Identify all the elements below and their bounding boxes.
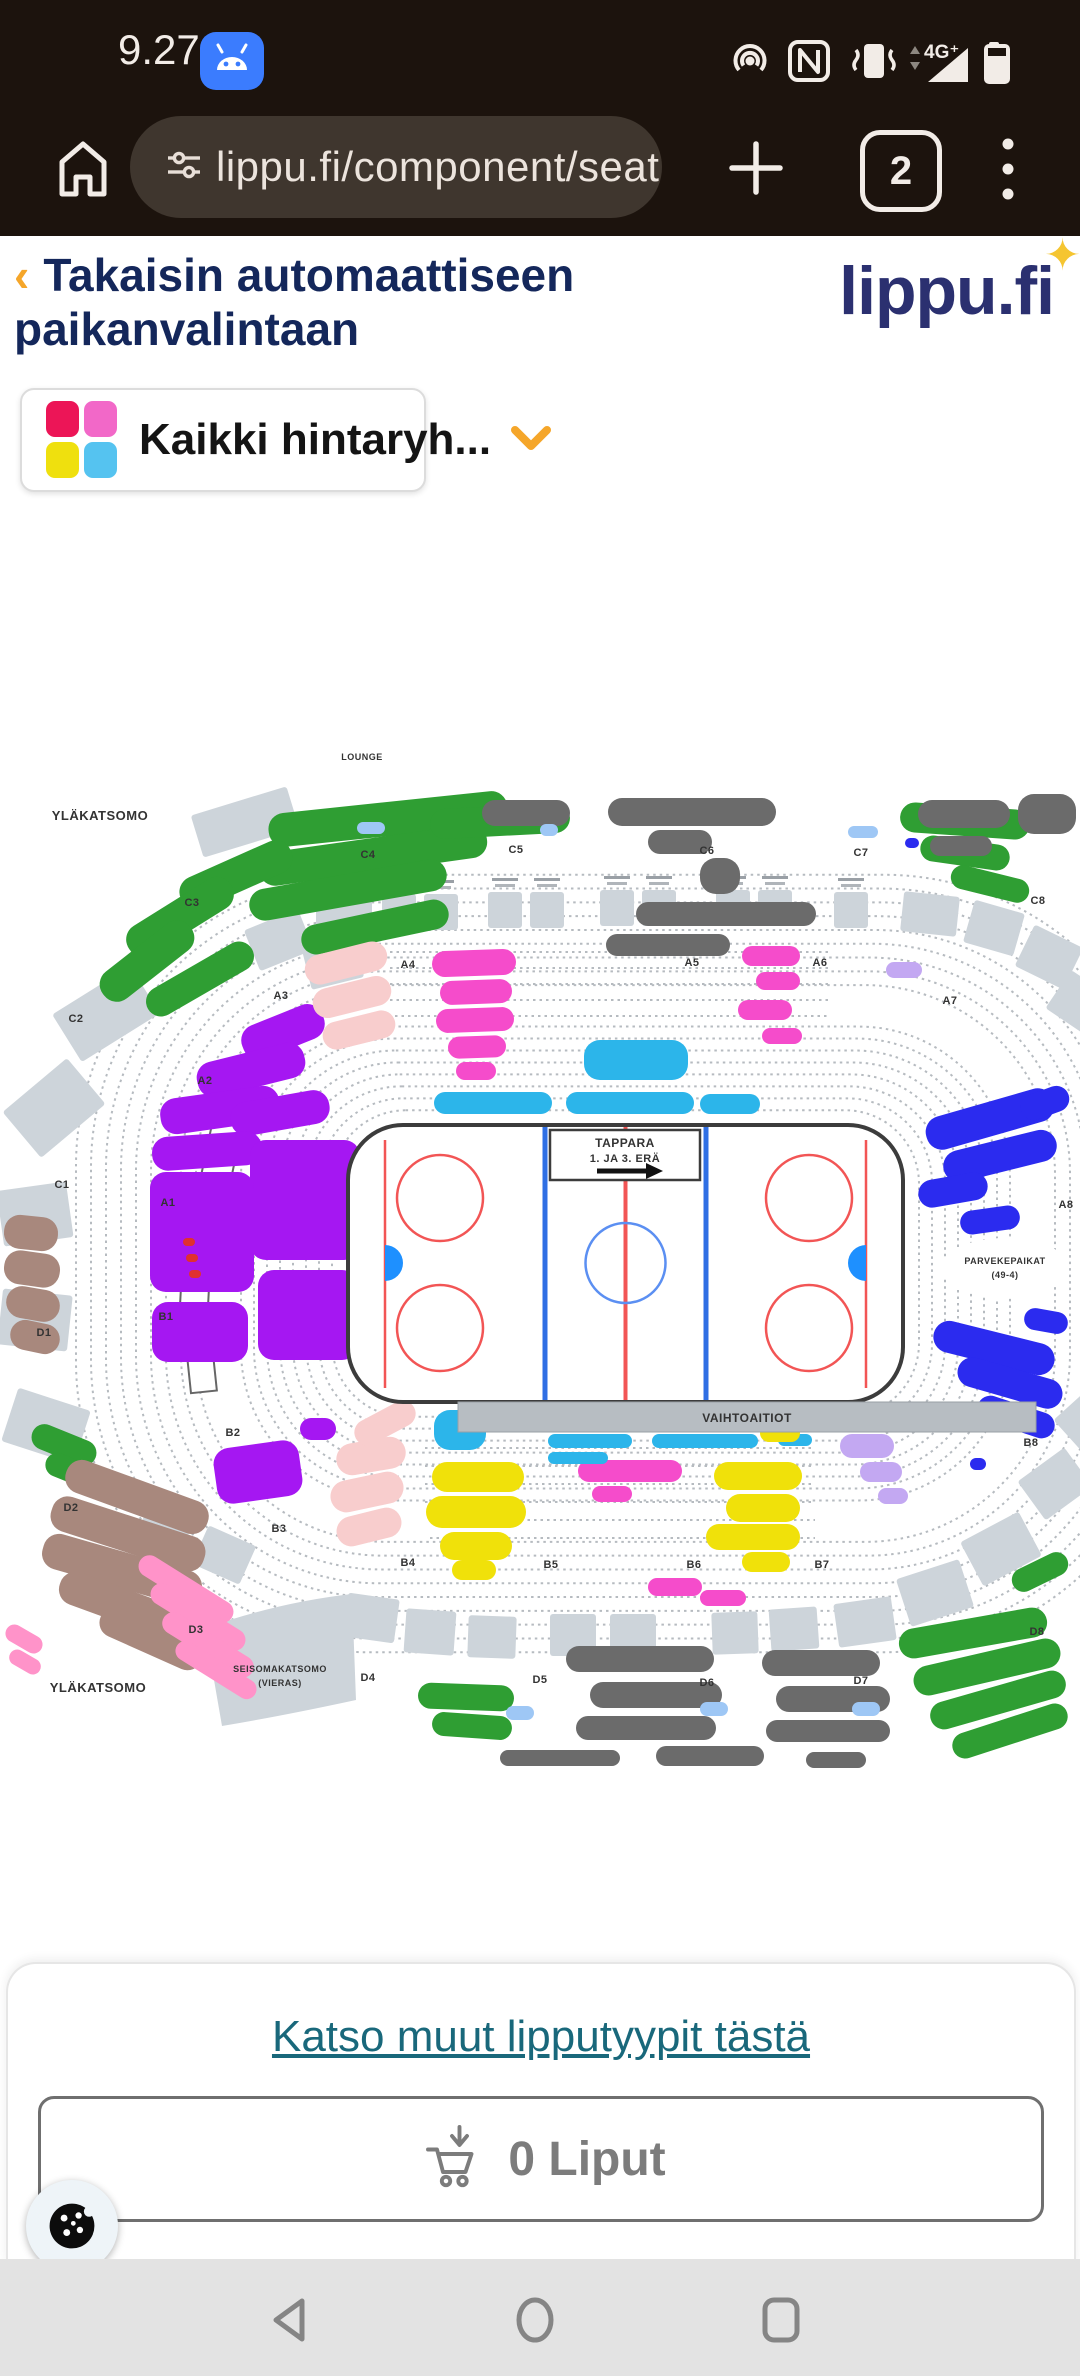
- svg-text:D5: D5: [532, 1674, 547, 1686]
- svg-text:B5: B5: [543, 1559, 558, 1571]
- svg-text:B3: B3: [271, 1523, 286, 1535]
- svg-text:A1: A1: [160, 1197, 175, 1209]
- svg-text:A6: A6: [812, 957, 827, 969]
- price-groups-icon: [46, 401, 117, 479]
- svg-text:C5: C5: [508, 844, 523, 856]
- svg-text:4G⁺: 4G⁺: [924, 42, 959, 63]
- hotspot-icon: [733, 44, 767, 72]
- back-chevron-icon: ‹: [14, 249, 30, 301]
- nav-back-icon[interactable]: [266, 2295, 312, 2350]
- svg-text:C7: C7: [853, 847, 868, 859]
- svg-text:A3: A3: [273, 990, 288, 1002]
- svg-text:D8: D8: [1029, 1626, 1044, 1638]
- goal-crease-left: [385, 1245, 403, 1281]
- cart-count-label: 0 Liput: [508, 2132, 666, 2186]
- tab-count: 2: [889, 148, 913, 193]
- logo-sparkle-icon: ✦: [1044, 231, 1080, 280]
- svg-text:C4: C4: [360, 849, 375, 861]
- back-label: Takaisin automaattiseen paikanvalintaan: [14, 249, 575, 356]
- new-tab-button[interactable]: [724, 136, 788, 205]
- seat-cluster-lavender[interactable]: [840, 962, 922, 1504]
- svg-text:B6: B6: [686, 1559, 701, 1571]
- svg-text:D7: D7: [853, 1675, 868, 1687]
- chevron-down-icon: [509, 424, 553, 457]
- browser-menu-button[interactable]: [1000, 136, 1016, 207]
- svg-text:PARVEKEPAIKAT: PARVEKEPAIKAT: [964, 1256, 1045, 1266]
- price-group-label: Kaikki hintaryh...: [139, 415, 492, 464]
- svg-text:LOUNGE: LOUNGE: [341, 752, 383, 762]
- tab-switcher-button[interactable]: 2: [860, 130, 942, 212]
- seat-cluster-magenta[interactable]: [432, 946, 802, 1606]
- cookie-settings-button[interactable]: [26, 2180, 118, 2272]
- svg-text:B2: B2: [225, 1427, 240, 1439]
- svg-text:D2: D2: [63, 1502, 78, 1514]
- svg-text:C8: C8: [1030, 895, 1045, 907]
- network-4g-icon: 4G⁺: [910, 42, 968, 82]
- url-text: lippu.fi/component/seat: [216, 143, 660, 190]
- svg-text:B7: B7: [814, 1559, 829, 1571]
- svg-text:(49-4): (49-4): [991, 1270, 1018, 1280]
- team-benches-bar: [457, 1401, 1037, 1433]
- status-time: 9.27: [118, 26, 200, 73]
- cart-icon: [416, 2124, 482, 2195]
- svg-text:B1: B1: [158, 1311, 173, 1323]
- ice-rink: [346, 1123, 1037, 1433]
- svg-text:A2: A2: [197, 1075, 212, 1087]
- svg-text:B4: B4: [400, 1557, 415, 1569]
- seat-cluster-lightblue[interactable]: [357, 822, 880, 1720]
- seat-cluster-redseat[interactable]: [183, 1238, 201, 1278]
- svg-text:TAPPARA: TAPPARA: [595, 1136, 655, 1150]
- svg-text:C2: C2: [68, 1013, 83, 1025]
- nfc-icon: [788, 40, 830, 82]
- seat-cluster-pink[interactable]: [2, 1551, 260, 1703]
- android-notification-icon: [200, 32, 264, 95]
- svg-text:C3: C3: [184, 897, 199, 909]
- android-nav-bar: [0, 2259, 1080, 2376]
- seat-clusters[interactable]: [2, 790, 1076, 1768]
- svg-text:A7: A7: [942, 995, 957, 1007]
- price-group-dropdown[interactable]: Kaikki hintaryh...: [20, 388, 552, 492]
- other-ticket-types-link[interactable]: Katso muut lipputyypit tästä: [271, 2012, 811, 2061]
- direction-arrow-icon: [597, 1163, 663, 1179]
- svg-text:D3: D3: [188, 1624, 203, 1636]
- svg-text:C1: C1: [54, 1179, 69, 1191]
- goal-crease-right: [848, 1245, 866, 1281]
- cart-button[interactable]: 0 Liput: [38, 2096, 1044, 2222]
- seat-cluster-darkseat[interactable]: [482, 794, 1076, 1768]
- svg-text:YLÄKATSOMO: YLÄKATSOMO: [52, 808, 148, 823]
- svg-text:YLÄKATSOMO: YLÄKATSOMO: [50, 1680, 146, 1695]
- svg-text:D4: D4: [360, 1672, 375, 1684]
- site-settings-icon[interactable]: [166, 149, 202, 186]
- url-bar[interactable]: lippu.fi/component/seat: [130, 116, 662, 218]
- lippufi-logo: lippu.fi ✦: [839, 231, 1080, 329]
- svg-text:A4: A4: [400, 959, 415, 971]
- svg-text:B8: B8: [1023, 1437, 1038, 1449]
- seat-cluster-yellow[interactable]: [426, 1424, 802, 1580]
- svg-text:SEISOMAKATSOMO: SEISOMAKATSOMO: [233, 1664, 327, 1674]
- svg-text:1. JA 3. ERÄ: 1. JA 3. ERÄ: [590, 1152, 660, 1165]
- svg-text:D1: D1: [36, 1327, 51, 1339]
- svg-text:D6: D6: [699, 1677, 714, 1689]
- svg-text:VAIHTOAITIOT: VAIHTOAITIOT: [702, 1411, 792, 1425]
- section-labels: YLÄKATSOMO YLÄKATSOMO LOUNGE C1 C2 C3 C4 C5 C6 C7…: [36, 752, 1073, 1695]
- back-link[interactable]: ‹ Takaisin automaattiseen paikanvalintaan: [14, 248, 654, 357]
- home-button[interactable]: [50, 132, 116, 207]
- svg-text:A5: A5: [684, 957, 699, 969]
- nav-recents-icon[interactable]: [758, 2295, 804, 2350]
- seat-cluster-purple[interactable]: [150, 999, 360, 1506]
- svg-text:(VIERAS): (VIERAS): [258, 1678, 302, 1688]
- bottom-sheet: Katso muut lipputyypit tästä 0 Liput: [6, 1962, 1076, 2264]
- svg-text:A8: A8: [1058, 1199, 1073, 1211]
- center-circle: [584, 1221, 667, 1305]
- battery-icon: [984, 42, 1010, 84]
- seat-cluster-palepink[interactable]: [302, 938, 421, 1549]
- svg-text:C6: C6: [699, 845, 714, 857]
- seat-cluster-green[interactable]: [28, 790, 1073, 1762]
- status-icons: 4G⁺: [728, 36, 1018, 91]
- vibrate-icon: [852, 44, 896, 78]
- nav-home-icon[interactable]: [512, 2295, 558, 2350]
